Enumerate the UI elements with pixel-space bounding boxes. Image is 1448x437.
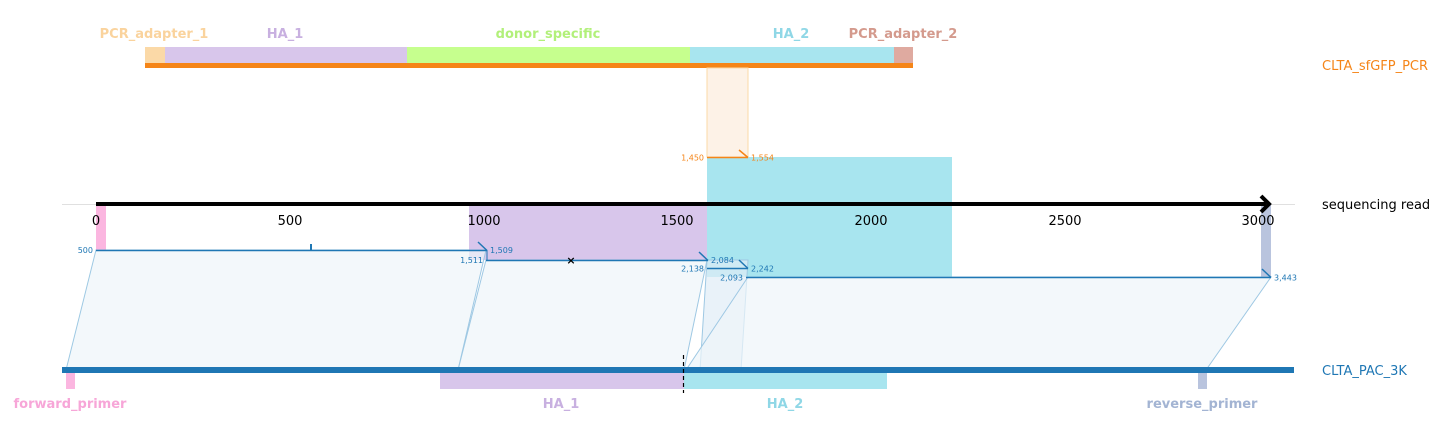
top-feature-pcr-adapter-2 [894,47,913,64]
donor-track-line [145,63,913,68]
top-feature-label-pcr-adapter-1: PCR_adapter_1 [100,27,209,42]
ref-alignment-polygons [65,249,1272,371]
read-feature-ha-2 [707,157,952,277]
read-features [96,157,1271,277]
ref-alignment-end-2: 2,084 [711,256,734,265]
axis-tick-2000: 2000 [854,214,887,229]
ref-alignment-polygon-4 [685,276,1272,371]
read-feature-reverse-primer [1261,205,1271,277]
ref-feature-forward-primer [66,372,75,389]
read-feature-forward-primer [96,205,106,250]
axis-tick-3000: 3000 [1241,214,1274,229]
mismatch-marker: × [566,254,575,267]
ref-alignment-start-1: 500 [78,246,93,255]
ref-feature-reverse-primer [1198,372,1207,389]
donor-alignment: 1,450 1,554 [681,149,774,163]
ref-feature-label-ha-1: HA_1 [543,397,580,412]
ref-alignment-end-3: 2,242 [751,265,774,274]
ref-alignment-start-2: 1,511 [460,256,483,265]
ref-alignment-start-3: 2,138 [681,265,704,274]
ref-feature-label-reverse-primer: reverse_primer [1147,397,1259,412]
top-feature-pcr-adapter-1 [145,47,165,64]
axis-tick-1000: 1000 [467,214,500,229]
donor-track-name: CLTA_sfGFP_PCR [1322,59,1428,74]
ref-alignment-polygon-2 [457,259,708,371]
ref-alignment-arrow-4 [1261,268,1272,279]
ref-alignment-end-4: 3,443 [1274,274,1297,283]
ref-alignment-end-1: 1,509 [490,246,513,255]
top-feature-ha-2 [690,47,894,64]
ref-alignment-arrow-2 [698,251,709,262]
axis-tick-2500: 2500 [1048,214,1081,229]
ref-feature-ha-1 [440,372,684,389]
reference-track: forward_primer HA_1 HA_2 reverse_primer … [14,355,1407,412]
axis-arrow-head [1259,194,1272,214]
donor-track: PCR_adapter_1 HA_1 donor_specific HA_2 P… [100,27,1428,74]
donor-alignment-arrow [738,149,749,159]
top-feature-label-ha-1: HA_1 [267,27,304,42]
donor-alignment-end: 1,554 [751,154,774,163]
axis-tick-1500: 1500 [660,214,693,229]
axis-tick-500: 500 [278,214,303,229]
reference-track-line [62,367,1294,373]
top-feature-donor-specific [407,47,690,64]
ref-alignment-arrow-3 [738,259,749,270]
top-feature-label-donor-specific: donor_specific [496,27,601,42]
ref-feature-label-forward-primer: forward_primer [14,397,128,412]
top-feature-label-pcr-adapter-2: PCR_adapter_2 [849,27,958,42]
ref-feature-label-ha-2: HA_2 [767,397,804,412]
donor-alignment-polygon [706,67,749,158]
read-feature-ha-1 [469,205,707,260]
axis-tick-0: 0 [92,214,100,229]
reference-track-name: CLTA_PAC_3K [1322,364,1407,379]
read-axis: 0 500 1000 1500 2000 2500 3000 sequencin… [62,194,1430,229]
ref-alignments: 500 1,509 × 1,511 2,084 2,138 2,242 2,09… [78,241,1297,283]
read-track-name: sequencing read [1322,198,1430,213]
donor-alignment-start: 1,450 [681,154,704,163]
ref-alignment-polygon-1 [65,249,487,371]
ref-feature-ha-2 [684,372,887,389]
ref-alignment-start-4: 2,093 [720,274,743,283]
ref-alignment-arrow-1 [477,241,488,252]
top-feature-label-ha-2: HA_2 [773,27,810,42]
top-feature-ha-1 [165,47,407,64]
